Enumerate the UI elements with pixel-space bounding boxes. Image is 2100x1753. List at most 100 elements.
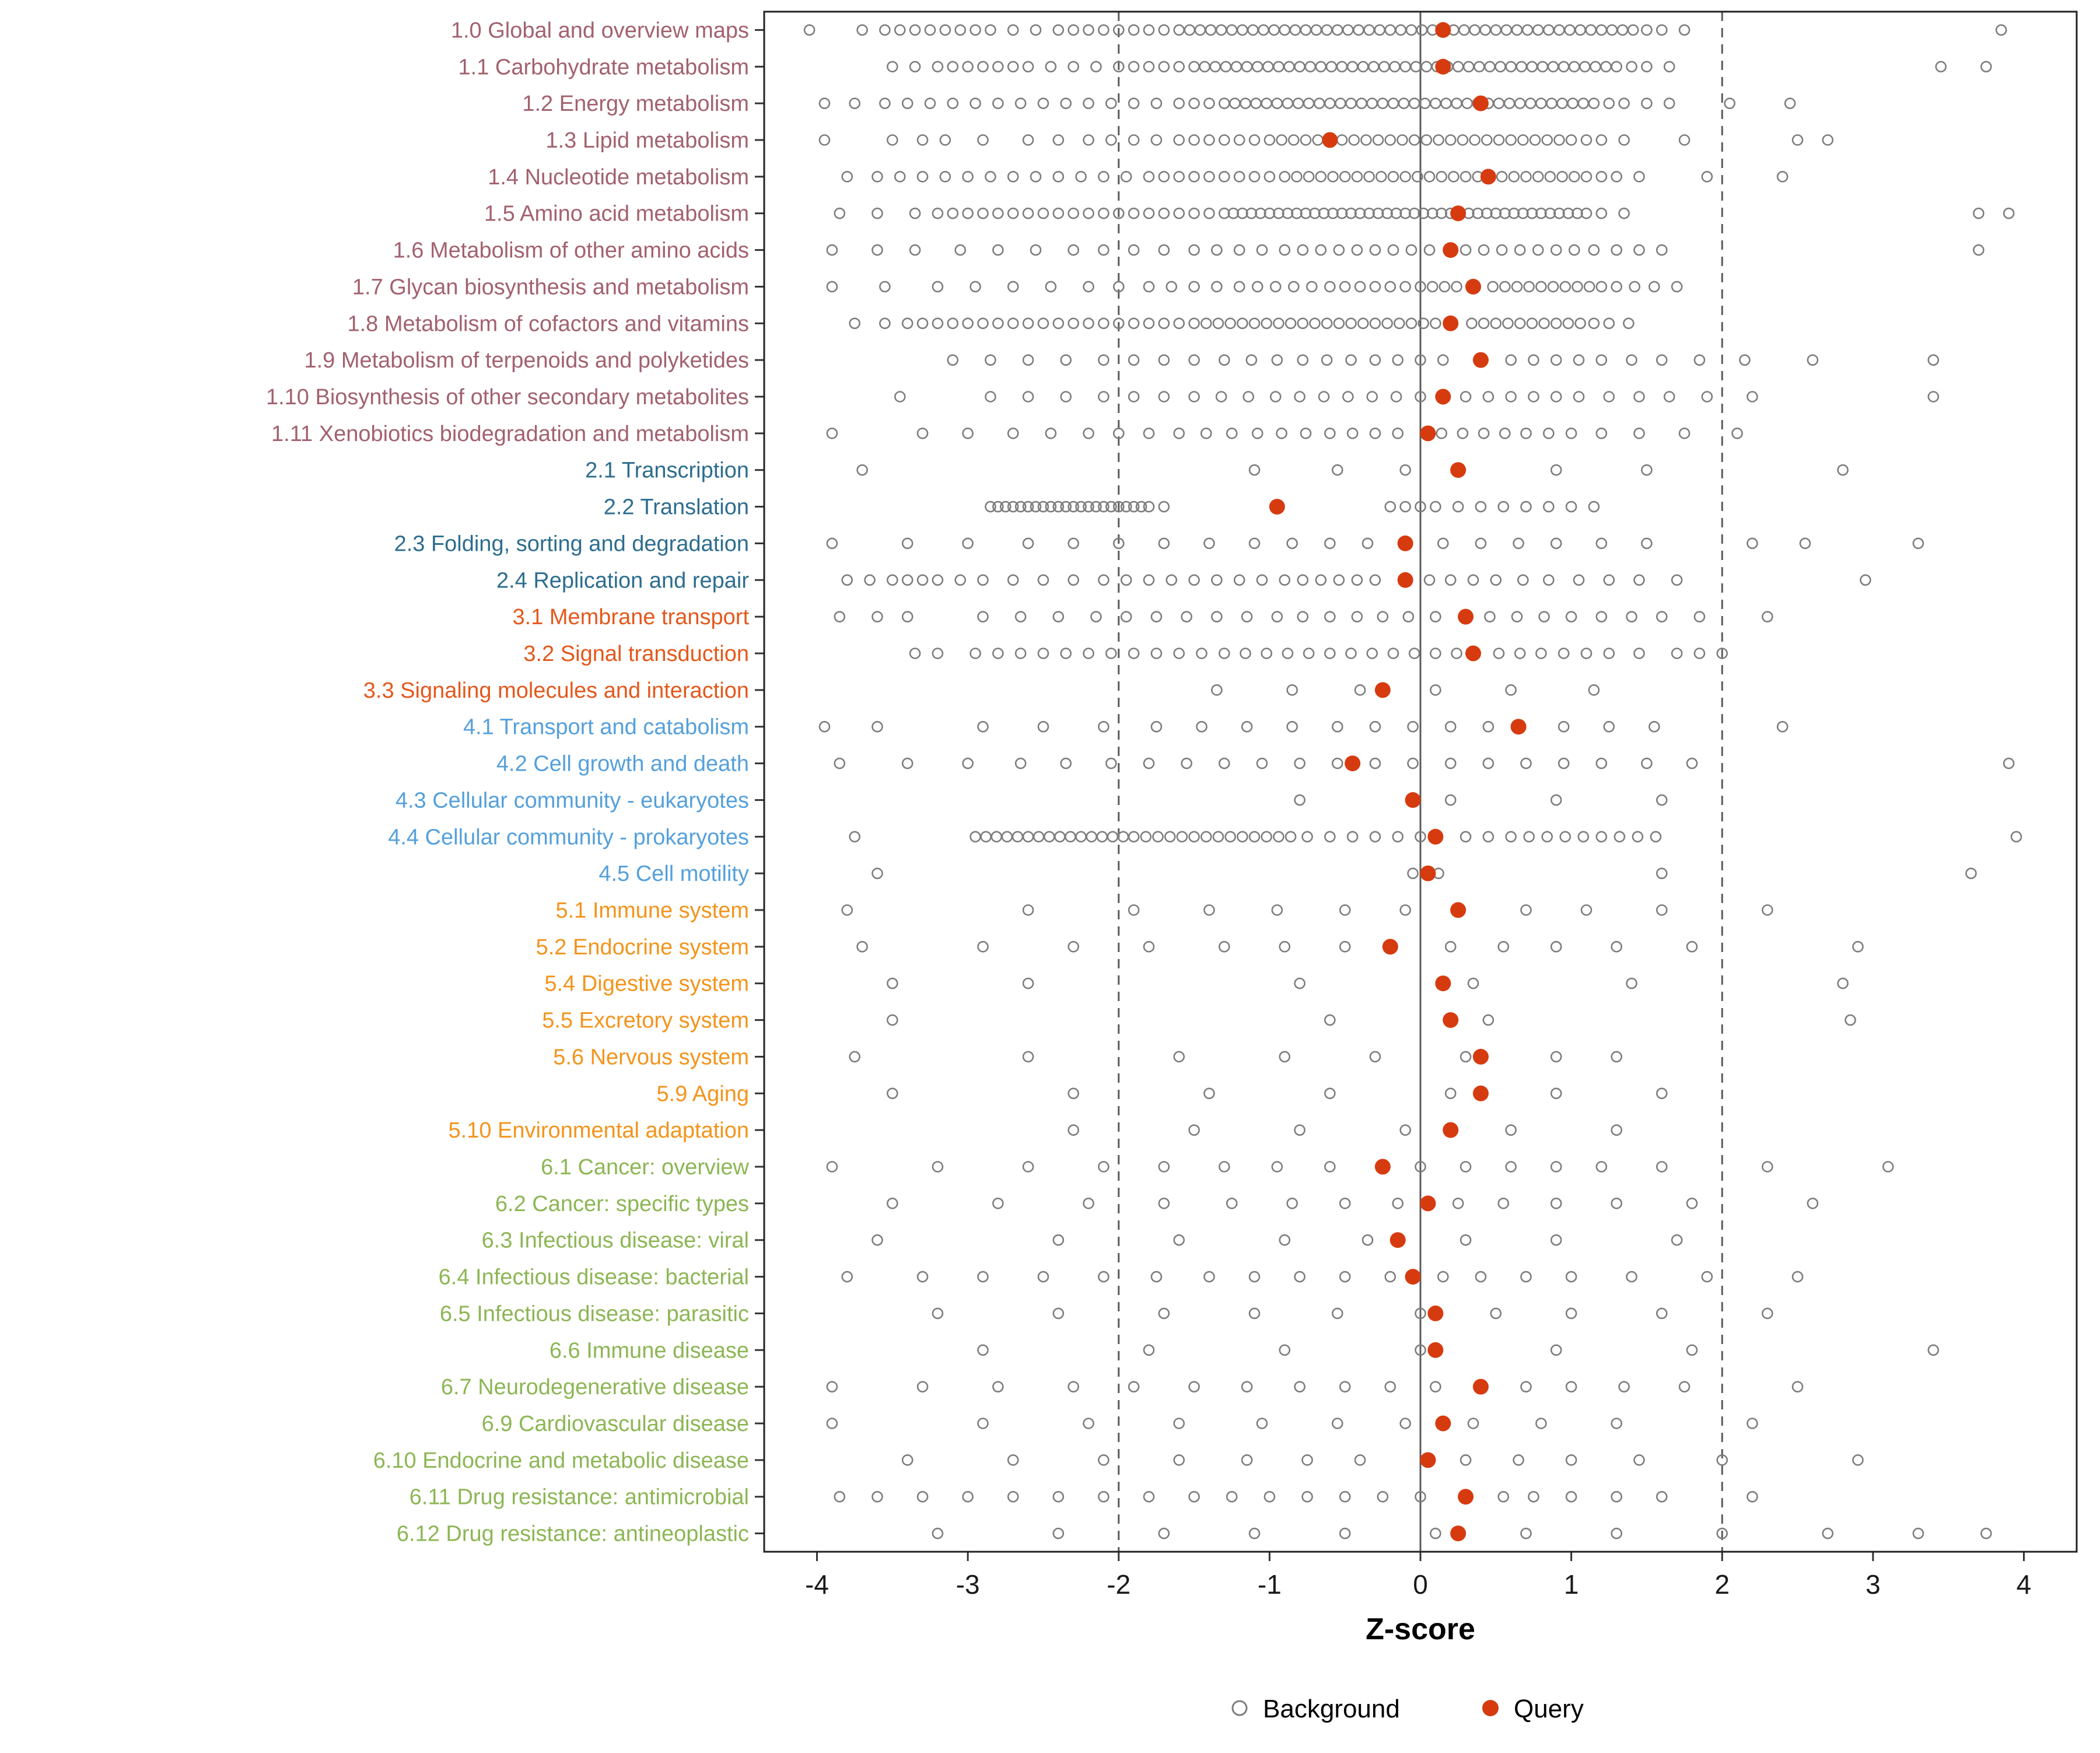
background-point [1572, 207, 1583, 219]
background-point [1433, 134, 1444, 146]
background-point [1286, 1198, 1298, 1209]
background-point [1007, 1454, 1019, 1466]
background-point [1514, 648, 1526, 659]
background-point [962, 1490, 974, 1503]
background-point [1520, 1381, 1532, 1392]
background-point [1408, 134, 1420, 146]
background-point [1568, 61, 1580, 73]
background-point [841, 171, 853, 183]
background-point [1641, 464, 1653, 476]
background-point [1261, 317, 1273, 330]
background-point [1399, 207, 1411, 219]
background-point [1128, 831, 1140, 843]
background-point [1656, 244, 1668, 256]
background-point [1014, 648, 1027, 659]
background-point [992, 244, 1004, 256]
background-point [1460, 171, 1472, 183]
background-point [856, 941, 868, 953]
background-point [1641, 537, 1653, 550]
background-point [872, 171, 883, 183]
query-point [1420, 1195, 1436, 1212]
background-point [1220, 61, 1232, 73]
background-point [916, 317, 929, 330]
background-point [1068, 1087, 1079, 1100]
background-point [1423, 244, 1436, 256]
background-point [1516, 61, 1528, 73]
background-point [1112, 317, 1125, 330]
background-point [1324, 1014, 1336, 1026]
background-point [1300, 24, 1312, 36]
background-point [1248, 464, 1261, 476]
background-point [1007, 317, 1019, 330]
background-point [1480, 134, 1493, 146]
background-point [1209, 61, 1222, 73]
background-point [977, 134, 989, 146]
background-point [1342, 24, 1354, 36]
background-point [932, 1161, 944, 1173]
background-point [1389, 61, 1401, 73]
background-point [1273, 831, 1284, 843]
background-point [1366, 391, 1378, 403]
background-point [1241, 1454, 1253, 1466]
background-point [826, 1418, 838, 1429]
background-point [1448, 171, 1460, 183]
background-point [1595, 1161, 1608, 1173]
background-point [1240, 648, 1251, 659]
background-point [1037, 720, 1049, 733]
background-point [894, 24, 906, 36]
background-point [1251, 61, 1264, 73]
background-point [1128, 244, 1140, 256]
background-point [1550, 244, 1562, 256]
background-point [1150, 134, 1163, 146]
background-point [1301, 831, 1313, 843]
background-point [1623, 317, 1634, 330]
background-point [1384, 1271, 1396, 1283]
background-point [1415, 831, 1426, 843]
background-point [1408, 648, 1420, 659]
background-point [1098, 1454, 1110, 1466]
background-point [1882, 1161, 1894, 1173]
background-point [1233, 574, 1245, 586]
legend: Background Query [1231, 1695, 1584, 1723]
background-point [1200, 831, 1212, 843]
background-point [1538, 317, 1550, 330]
background-point [1345, 207, 1357, 219]
background-point [954, 24, 967, 36]
background-point [1588, 244, 1600, 256]
query-point [1435, 22, 1451, 38]
background-point [1543, 428, 1555, 439]
query-point [1450, 205, 1466, 222]
background-point [1573, 574, 1585, 586]
background-point [1287, 134, 1300, 146]
query-point [1458, 1489, 1474, 1505]
background-point [1807, 1198, 1819, 1209]
query-point [1443, 242, 1459, 258]
plot-panel: -4 -3 -2 -1 0 1 2 3 4 1.0 Global and overview map… [266, 11, 2078, 1600]
background-point [1224, 831, 1236, 843]
background-point [1211, 684, 1223, 696]
background-point [1606, 24, 1618, 36]
background-point [1475, 501, 1487, 513]
background-point [1499, 281, 1511, 293]
background-point [1490, 574, 1502, 586]
background-point [1632, 831, 1644, 843]
query-point [1472, 1048, 1489, 1065]
query-point [1427, 828, 1444, 845]
background-point [1396, 134, 1408, 146]
background-point [1030, 244, 1042, 256]
background-point [992, 1381, 1004, 1392]
background-point [1037, 501, 1049, 513]
query-point [1472, 95, 1489, 111]
background-point [1112, 281, 1125, 293]
background-point [1256, 757, 1268, 769]
background-point [1068, 61, 1079, 73]
background-point [962, 757, 974, 769]
background-point [1472, 207, 1484, 219]
background-point [1384, 1381, 1396, 1392]
background-point [1362, 537, 1374, 550]
x-tick-label: 0 [1413, 1569, 1428, 1600]
background-point [1611, 1051, 1623, 1063]
background-point [985, 171, 996, 183]
background-point [1415, 354, 1426, 366]
background-point [1559, 831, 1572, 843]
